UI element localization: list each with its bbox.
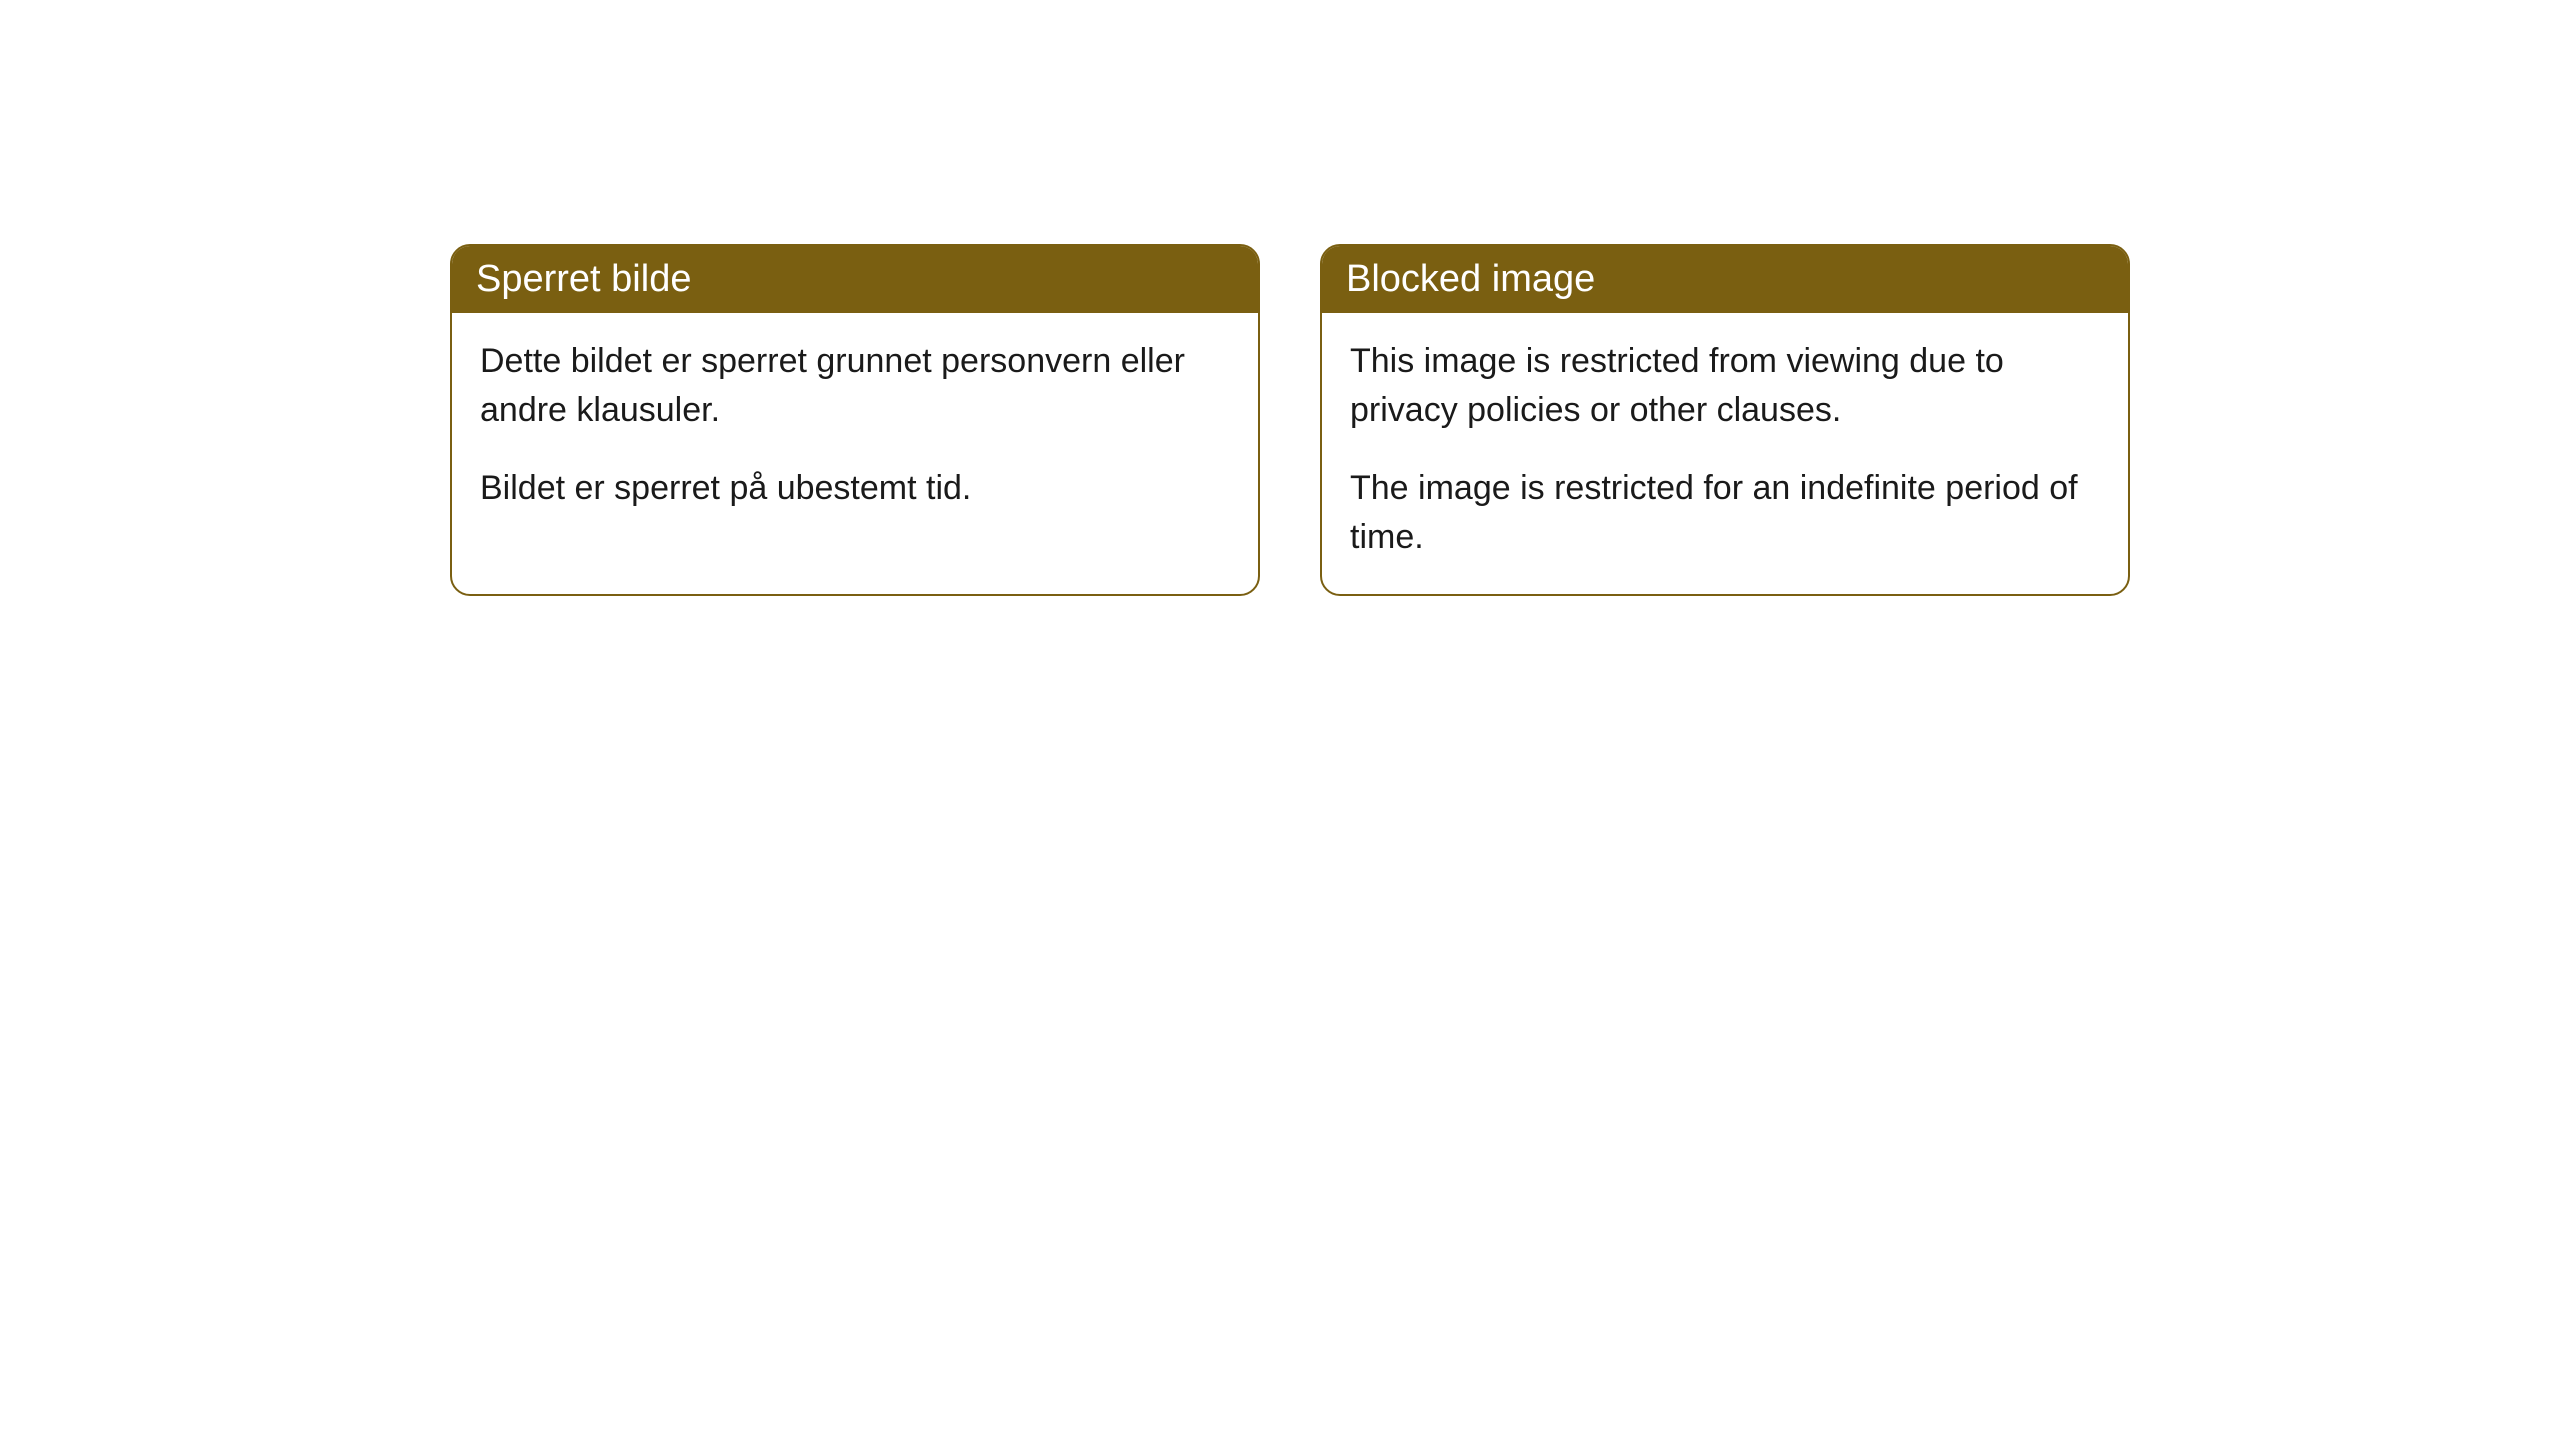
- card-body-norwegian: Dette bildet er sperret grunnet personve…: [452, 313, 1258, 545]
- card-body-english: This image is restricted from viewing du…: [1322, 313, 2128, 594]
- card-paragraph-2-norwegian: Bildet er sperret på ubestemt tid.: [480, 464, 1230, 513]
- card-title-norwegian: Sperret bilde: [476, 258, 691, 300]
- card-paragraph-1-english: This image is restricted from viewing du…: [1350, 337, 2100, 436]
- notice-card-norwegian: Sperret bilde Dette bildet er sperret gr…: [450, 244, 1260, 596]
- card-header-norwegian: Sperret bilde: [452, 246, 1258, 313]
- notice-cards-container: Sperret bilde Dette bildet er sperret gr…: [450, 244, 2130, 596]
- card-paragraph-2-english: The image is restricted for an indefinit…: [1350, 464, 2100, 563]
- notice-card-english: Blocked image This image is restricted f…: [1320, 244, 2130, 596]
- card-title-english: Blocked image: [1346, 258, 1595, 300]
- card-paragraph-1-norwegian: Dette bildet er sperret grunnet personve…: [480, 337, 1230, 436]
- card-header-english: Blocked image: [1322, 246, 2128, 313]
